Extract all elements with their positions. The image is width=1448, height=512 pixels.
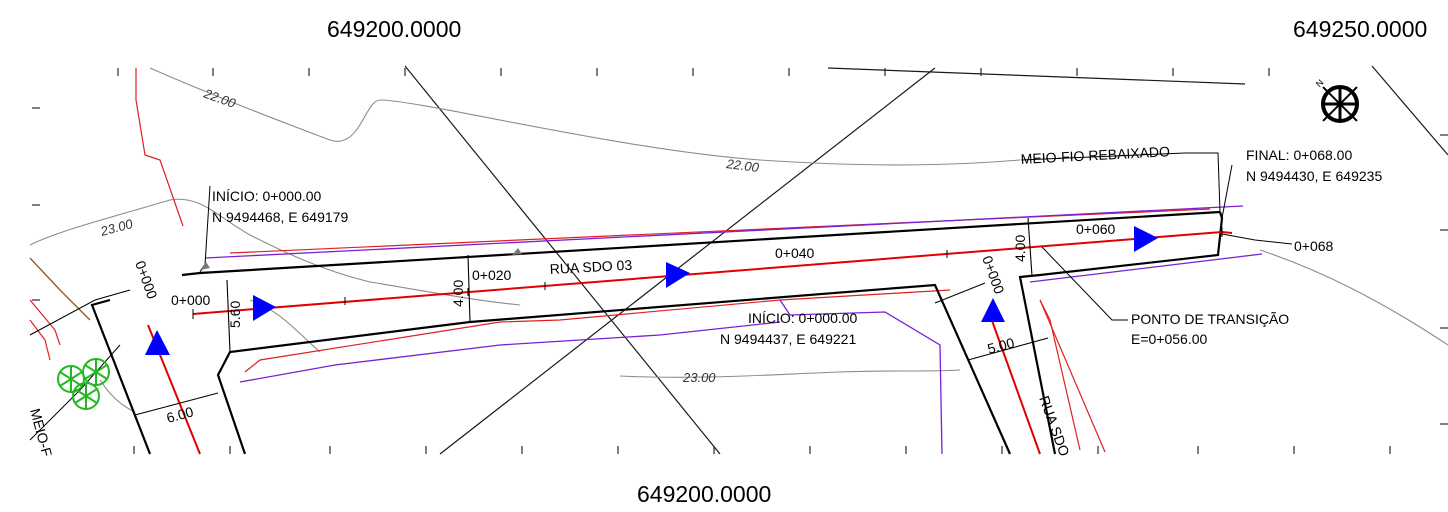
tree-icon (82, 358, 110, 386)
grid-ticks-bottom (133, 446, 1391, 454)
direction-arrow-icon (253, 295, 276, 321)
contour-label-22b: 22.00 (725, 156, 761, 175)
grid-label-bottom: 649200.0000 (637, 481, 771, 507)
curb-note: MEIO-FIO REBAIXADO (1020, 143, 1170, 167)
start-cross-label-1: INÍCIO: 0+000.00 (748, 310, 858, 326)
station-label-cross-vertical: 0+000 (979, 254, 1008, 297)
tree-cluster (57, 358, 110, 410)
reference-lines (404, 65, 1448, 455)
direction-arrow-icon (145, 330, 170, 355)
end-main-label-2: N 9494430, E 649235 (1246, 168, 1382, 184)
lot-boundary-purple (204, 205, 1263, 455)
svg-text:N: N (1314, 77, 1326, 89)
end-main-label-1: FINAL: 0+068.00 (1246, 147, 1352, 163)
width-label-560: 5.60 (227, 301, 243, 328)
tree-icon (72, 382, 100, 410)
north-arrow-icon: N (1314, 77, 1359, 123)
station-label-0020: 0+020 (472, 267, 512, 283)
survey-markers (200, 248, 522, 270)
width-dimensions (134, 217, 1049, 416)
direction-arrow-icon (981, 298, 1005, 322)
station-label-left-vertical: 0+000 (132, 259, 161, 302)
direction-arrow-icon (1134, 226, 1158, 252)
contour-label-23b: 23.00 (682, 370, 716, 385)
brown-boundary (29, 257, 91, 321)
grid-label-top-left: 649200.0000 (327, 16, 461, 42)
station-label-0000: 0+000 (171, 292, 211, 308)
contour-label-22a: 22.00 (201, 85, 238, 111)
width-label-400a: 4.00 (450, 280, 466, 307)
terrain-contours (29, 67, 1448, 413)
start-cross-label-2: N 9494437, E 649221 (720, 331, 856, 347)
street-edges (90, 210, 1224, 455)
grid-ticks-left (32, 107, 40, 301)
transition-label-2: E=0+056.00 (1131, 331, 1208, 347)
grid-ticks-right (1440, 134, 1448, 425)
station-label-0040: 0+040 (775, 245, 815, 261)
grid-label-top-right: 649250.0000 (1293, 16, 1427, 42)
station-ticks (192, 227, 1223, 319)
curb-note-left: MEIO-F (27, 407, 55, 458)
station-label-0060: 0+060 (1076, 221, 1116, 237)
street-name-cross: RUA SDO (1036, 394, 1073, 459)
width-label-600: 6.00 (165, 403, 196, 426)
start-main-label-1: INÍCIO: 0+000.00 (212, 188, 322, 204)
station-label-0068: 0+068 (1294, 238, 1334, 254)
grid-ticks-top (117, 68, 1270, 76)
transition-label-1: PONTO DE TRANSIÇÃO (1131, 311, 1289, 327)
direction-arrows (145, 226, 1158, 355)
width-label-500: 5.00 (986, 334, 1017, 357)
start-main-label-2: N 9494468, E 649179 (212, 209, 348, 225)
street-name-main: RUA SDO 03 (549, 257, 632, 277)
width-label-400b: 4.00 (1012, 235, 1028, 262)
tree-icon (57, 365, 85, 393)
direction-arrow-icon (666, 262, 690, 288)
